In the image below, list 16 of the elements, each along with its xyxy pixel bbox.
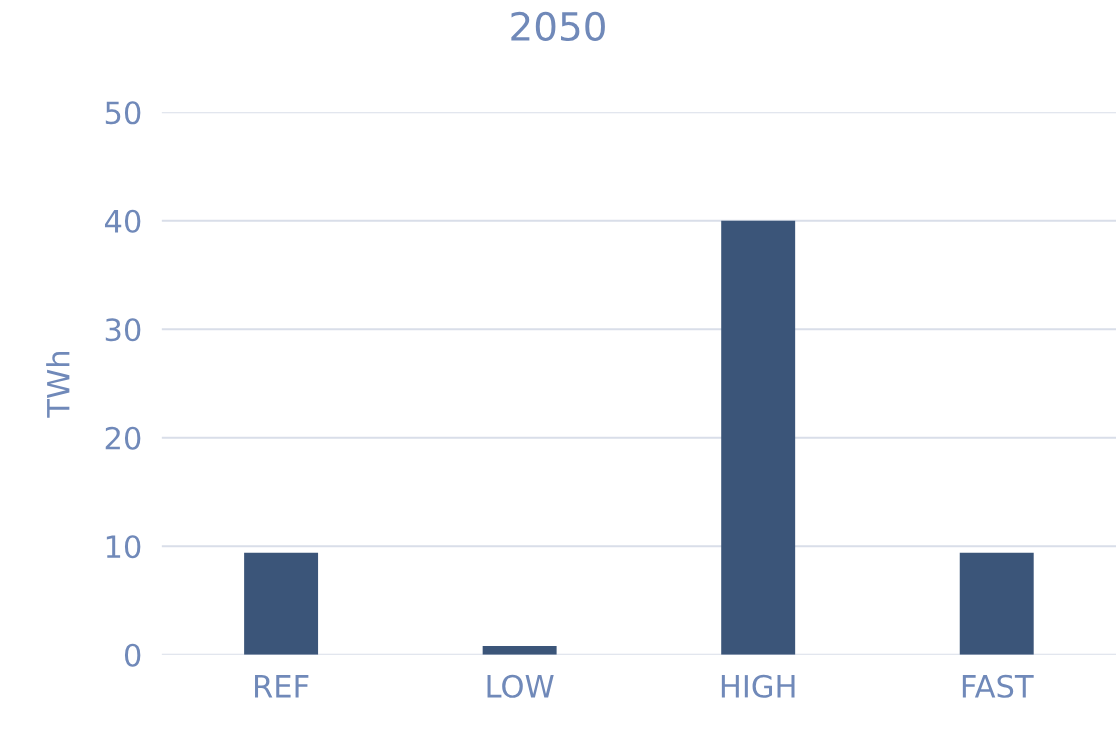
y-tick-label: 40 <box>104 209 141 233</box>
x-tick-label: REF <box>255 675 309 698</box>
chart-title: 2050 <box>511 11 605 42</box>
x-tick-label: HIGH <box>721 674 795 698</box>
bar <box>721 220 796 655</box>
bar <box>244 552 319 655</box>
bar <box>959 552 1034 655</box>
bar <box>482 646 557 655</box>
x-tick-label: FAST <box>962 674 1034 698</box>
y-axis-title: TWh <box>46 351 70 418</box>
x-tick-label: LOW <box>487 674 554 698</box>
y-tick-label: 30 <box>105 318 141 342</box>
y-tick-label: 20 <box>105 426 141 450</box>
y-tick-label: 10 <box>106 535 141 559</box>
y-tick-label: 50 <box>105 101 141 125</box>
y-tick-label: 0 <box>124 643 141 667</box>
